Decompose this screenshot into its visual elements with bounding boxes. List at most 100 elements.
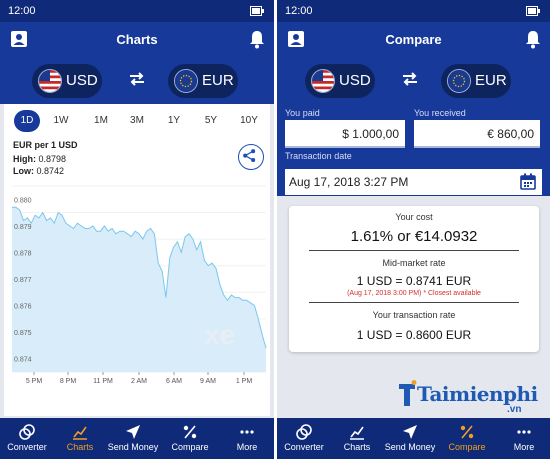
coins-icon: [19, 424, 35, 440]
rate-low: Low: 0.8742: [13, 166, 64, 176]
nav-send-money[interactable]: Send Money: [106, 418, 160, 459]
nav-charts[interactable]: Charts: [53, 418, 107, 459]
nav-converter[interactable]: Converter: [0, 418, 54, 459]
your-rate-label: Your transaction rate: [372, 310, 456, 320]
mid-market-label: Mid-market rate: [382, 258, 446, 268]
nav-more[interactable]: More: [497, 418, 550, 459]
to-currency-button[interactable]: EUR: [441, 64, 511, 98]
y-tick-label: 0.877: [14, 277, 32, 284]
nav-compare[interactable]: Compare: [163, 418, 217, 459]
watermark-text: Taimienphi: [417, 382, 538, 406]
nav-label: Converter: [284, 442, 324, 452]
nav-more[interactable]: More: [220, 418, 274, 459]
you-paid-label: You paid: [285, 108, 320, 118]
from-currency-code: USD: [339, 72, 371, 89]
range-1d[interactable]: 1D: [14, 110, 40, 132]
nav-label: Charts: [343, 442, 371, 452]
y-tick-label: 0.875: [14, 330, 32, 337]
high-label: High:: [13, 154, 36, 164]
x-tick-label: 11 PM: [93, 378, 113, 385]
range-selector: 1D 1W 1M 3M 1Y 5Y 10Y: [4, 110, 270, 132]
nav-send-money[interactable]: Send Money: [383, 418, 437, 459]
low-label: Low:: [13, 166, 34, 176]
nav-charts[interactable]: Charts: [330, 418, 384, 459]
to-currency-code: EUR: [475, 72, 507, 89]
send-icon: [403, 425, 417, 439]
status-time: 12:00: [285, 5, 313, 17]
swap-icon[interactable]: [128, 70, 146, 88]
from-currency-button[interactable]: USD: [305, 64, 375, 98]
nav-label: Compare: [171, 442, 209, 452]
profile-icon[interactable]: [10, 30, 28, 48]
us-flag-icon: [311, 69, 335, 93]
cost-card: Your cost 1.61% or €14.0932 Mid-market r…: [289, 206, 539, 352]
chart-icon: [73, 426, 87, 440]
eu-flag-icon: [174, 69, 198, 93]
mid-market-value: 1 USD = 0.8741 EUR: [356, 274, 472, 288]
compare-form: You paid $ 1.000,00 You received € 860,0…: [277, 104, 550, 196]
chart-icon: [350, 426, 364, 440]
bell-icon[interactable]: [524, 29, 542, 49]
range-1y[interactable]: 1Y: [167, 115, 181, 126]
from-currency-button[interactable]: USD: [32, 64, 102, 98]
you-received-input[interactable]: € 860,00: [414, 120, 540, 148]
high-value: 0.8798: [38, 154, 67, 164]
currency-bar: USD EUR: [0, 56, 274, 104]
bottom-nav: Converter Charts Send Money Compare More: [277, 418, 550, 459]
profile-icon[interactable]: [287, 30, 305, 48]
transaction-date-value: Aug 17, 2018 3:27 PM: [289, 175, 409, 189]
nav-label: Compare: [448, 442, 486, 452]
nav-label: More: [513, 442, 535, 452]
transaction-date-input[interactable]: Aug 17, 2018 3:27 PM: [285, 169, 542, 195]
battery-icon: [526, 6, 540, 16]
calendar-icon[interactable]: [520, 173, 536, 190]
x-tick-label: 5 PM: [26, 378, 43, 385]
nav-label: Send Money: [107, 442, 159, 452]
app-bar: Compare: [277, 22, 550, 56]
mid-market-note: (Aug 17, 2018 3:00 PM) * Closest availab…: [347, 290, 481, 297]
y-tick-label: 0.880: [14, 197, 32, 204]
status-time: 12:00: [8, 5, 36, 17]
you-paid-value: $ 1.000,00: [342, 127, 399, 141]
y-tick-label: 0.874: [14, 357, 32, 364]
range-1m[interactable]: 1M: [94, 115, 108, 126]
you-paid-input[interactable]: $ 1.000,00: [285, 120, 405, 148]
range-1w[interactable]: 1W: [53, 115, 69, 126]
watermark-logo-icon: [399, 380, 417, 406]
swap-icon[interactable]: [401, 70, 419, 88]
nav-label: Charts: [66, 442, 94, 452]
nav-label: Converter: [7, 442, 47, 452]
range-10y[interactable]: 10Y: [240, 115, 258, 126]
percent-icon: [183, 425, 197, 439]
share-button[interactable]: [238, 144, 264, 170]
your-rate-value: 1 USD = 0.8600 EUR: [356, 328, 472, 342]
y-tick-label: 0.878: [14, 250, 32, 257]
eu-flag-icon: [447, 69, 471, 93]
x-tick-label: 6 AM: [166, 378, 182, 385]
status-bar: 12:00: [277, 0, 550, 22]
page-title: Compare: [385, 32, 442, 47]
low-value: 0.8742: [36, 166, 65, 176]
your-cost-value: 1.61% or €14.0932: [350, 228, 478, 245]
nav-label: Send Money: [384, 442, 436, 452]
watermark-sub: .vn: [507, 404, 522, 415]
nav-converter[interactable]: Converter: [277, 418, 331, 459]
you-received-value: € 860,00: [487, 127, 534, 141]
rate-high: High: 0.8798: [13, 154, 66, 164]
y-tick-label: 0.879: [14, 224, 32, 231]
bell-icon[interactable]: [248, 29, 266, 49]
site-watermark: Taimienphi .vn: [395, 376, 545, 420]
nav-compare[interactable]: Compare: [440, 418, 494, 459]
charts-screen: 12:00 Charts USD EUR 1D 1W 1M 3M 1Y 5Y 10Y EUR…: [0, 0, 274, 459]
range-5y[interactable]: 5Y: [204, 115, 218, 126]
x-tick-label: 9 AM: [200, 378, 216, 385]
percent-icon: [460, 425, 474, 439]
rate-chart[interactable]: xe 0.880 0.879 0.878 0.877 0.876 0.875 0.874 5…: [4, 184, 270, 416]
more-icon: [240, 430, 254, 434]
coins-icon: [296, 424, 312, 440]
chart-watermark: xe: [204, 319, 235, 350]
range-3m[interactable]: 3M: [130, 115, 144, 126]
to-currency-button[interactable]: EUR: [168, 64, 238, 98]
to-currency-code: EUR: [202, 72, 234, 89]
x-tick-label: 1 PM: [236, 378, 253, 385]
